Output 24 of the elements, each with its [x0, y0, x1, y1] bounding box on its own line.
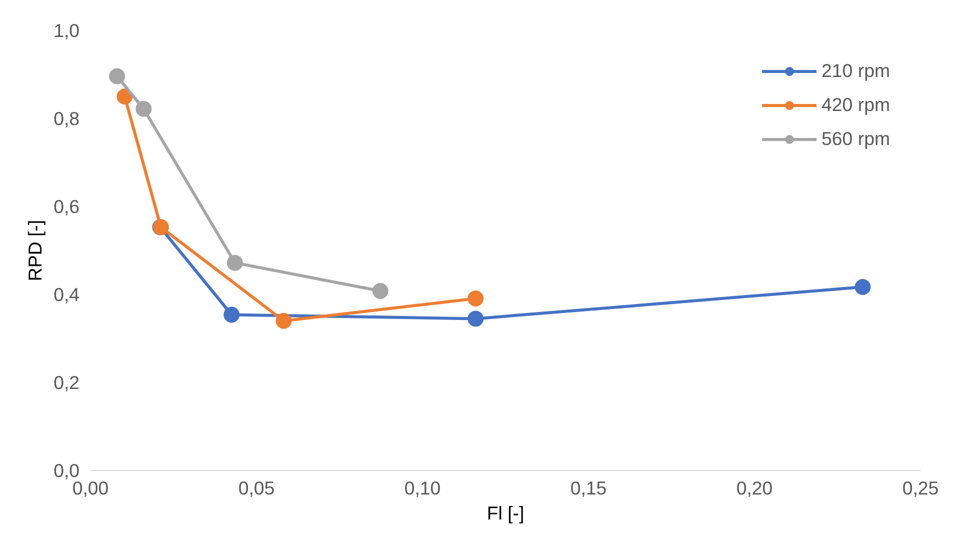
- legend-label: 420 rpm: [822, 94, 890, 116]
- legend-label: 560 rpm: [822, 128, 890, 150]
- point: [468, 310, 484, 327]
- y-tick-label: 0,2: [54, 372, 80, 393]
- point: [226, 254, 243, 271]
- point: [854, 279, 871, 296]
- x-tick-label: 0,15: [570, 478, 607, 498]
- x-tick-label: 0,20: [736, 478, 773, 498]
- point: [276, 312, 292, 329]
- y-axis-title: RPD [-]: [24, 220, 46, 282]
- x-axis-title: Fl [-]: [486, 502, 524, 524]
- point: [136, 100, 152, 117]
- y-tick-label: 1,0: [54, 20, 80, 41]
- point: [468, 290, 484, 306]
- y-tick-label: 0,6: [54, 196, 80, 217]
- x-tick-label: 0,10: [404, 478, 441, 498]
- x-tick-label: 0,25: [902, 478, 939, 498]
- point: [109, 68, 126, 84]
- point: [372, 282, 388, 299]
- y-tick-label: 0,8: [54, 108, 80, 129]
- y-tick-label: 0,4: [54, 284, 80, 305]
- point: [224, 306, 240, 323]
- x-tick-label: 0,05: [238, 478, 275, 498]
- legend-label: 210 rpm: [822, 60, 890, 82]
